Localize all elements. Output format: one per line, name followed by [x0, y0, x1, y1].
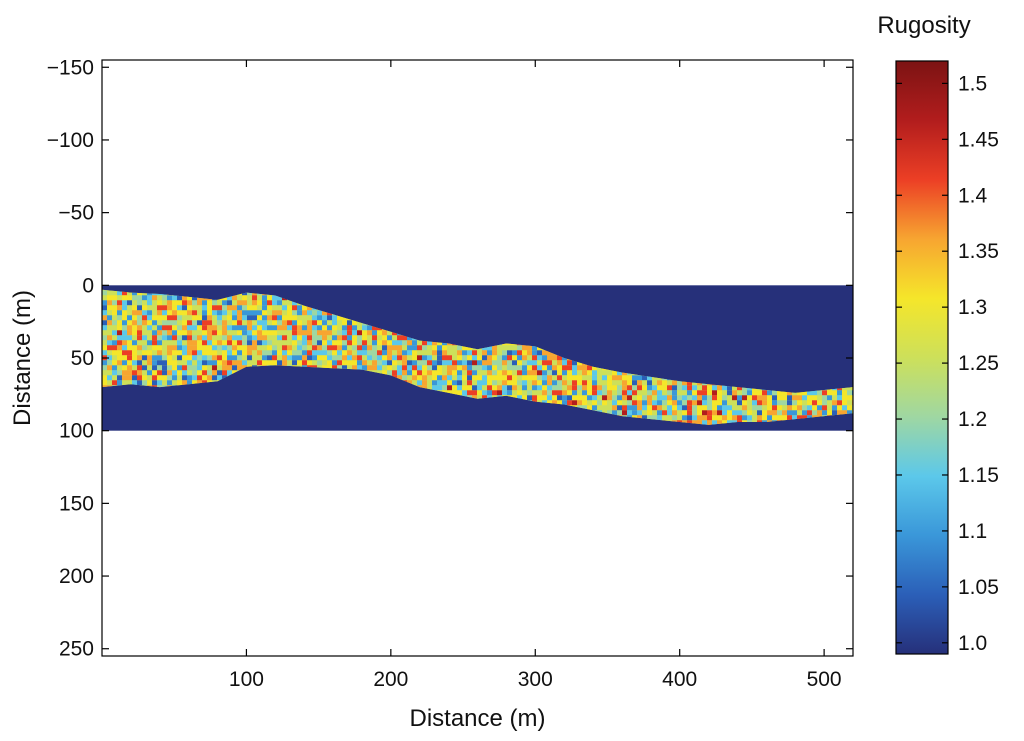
x-axis-title: Distance (m) — [409, 705, 545, 732]
x-tick-label: 400 — [662, 668, 697, 691]
colorbar-ticks: 1.0 1.05 1.1 1.15 1.2 1.25 1.3 1.35 1.4 1.45 1.5 — [896, 72, 999, 655]
colorbar-tick-label: 1.05 — [958, 576, 999, 599]
colorbar-title: Rugosity — [877, 12, 970, 39]
colorbar-tick-label: 1.25 — [958, 352, 999, 375]
colorbar-tick-label: 1.2 — [958, 408, 987, 431]
x-tick-label: 500 — [807, 668, 842, 691]
y-tick-label: −100 — [47, 129, 94, 152]
y-tick-label: 150 — [59, 492, 94, 515]
y-axis-title: Distance (m) — [9, 290, 36, 426]
colorbar-tick-label: 1.1 — [958, 520, 987, 543]
y-tick-label: 50 — [71, 347, 94, 370]
colorbar-tick-label: 1.45 — [958, 128, 999, 151]
colorbar-tick-label: 1.35 — [958, 240, 999, 263]
y-tick-label: 100 — [59, 420, 94, 443]
x-tick-label: 100 — [229, 668, 264, 691]
colorbar-tick-label: 1.5 — [958, 72, 987, 95]
y-tick-label: 0 — [82, 274, 94, 297]
y-tick-label: −150 — [47, 56, 94, 79]
colorbar-tick-label: 1.15 — [958, 464, 999, 487]
x-tick-label: 300 — [518, 668, 553, 691]
x-tick-label: 200 — [373, 668, 408, 691]
colorbar — [895, 60, 949, 655]
y-tick-label: 200 — [59, 565, 94, 588]
y-tick-label: 250 — [59, 638, 94, 661]
y-tick-label: −50 — [58, 202, 94, 225]
y-axis: −150 −100 −50 0 50 100 150 200 250 — [47, 56, 853, 661]
x-axis: 100 200 300 400 500 — [229, 60, 842, 691]
colorbar-tick-label: 1.3 — [958, 296, 987, 319]
colorbar-tick-label: 1.4 — [958, 184, 988, 207]
colorbar-tick-label: 1.0 — [958, 632, 987, 655]
